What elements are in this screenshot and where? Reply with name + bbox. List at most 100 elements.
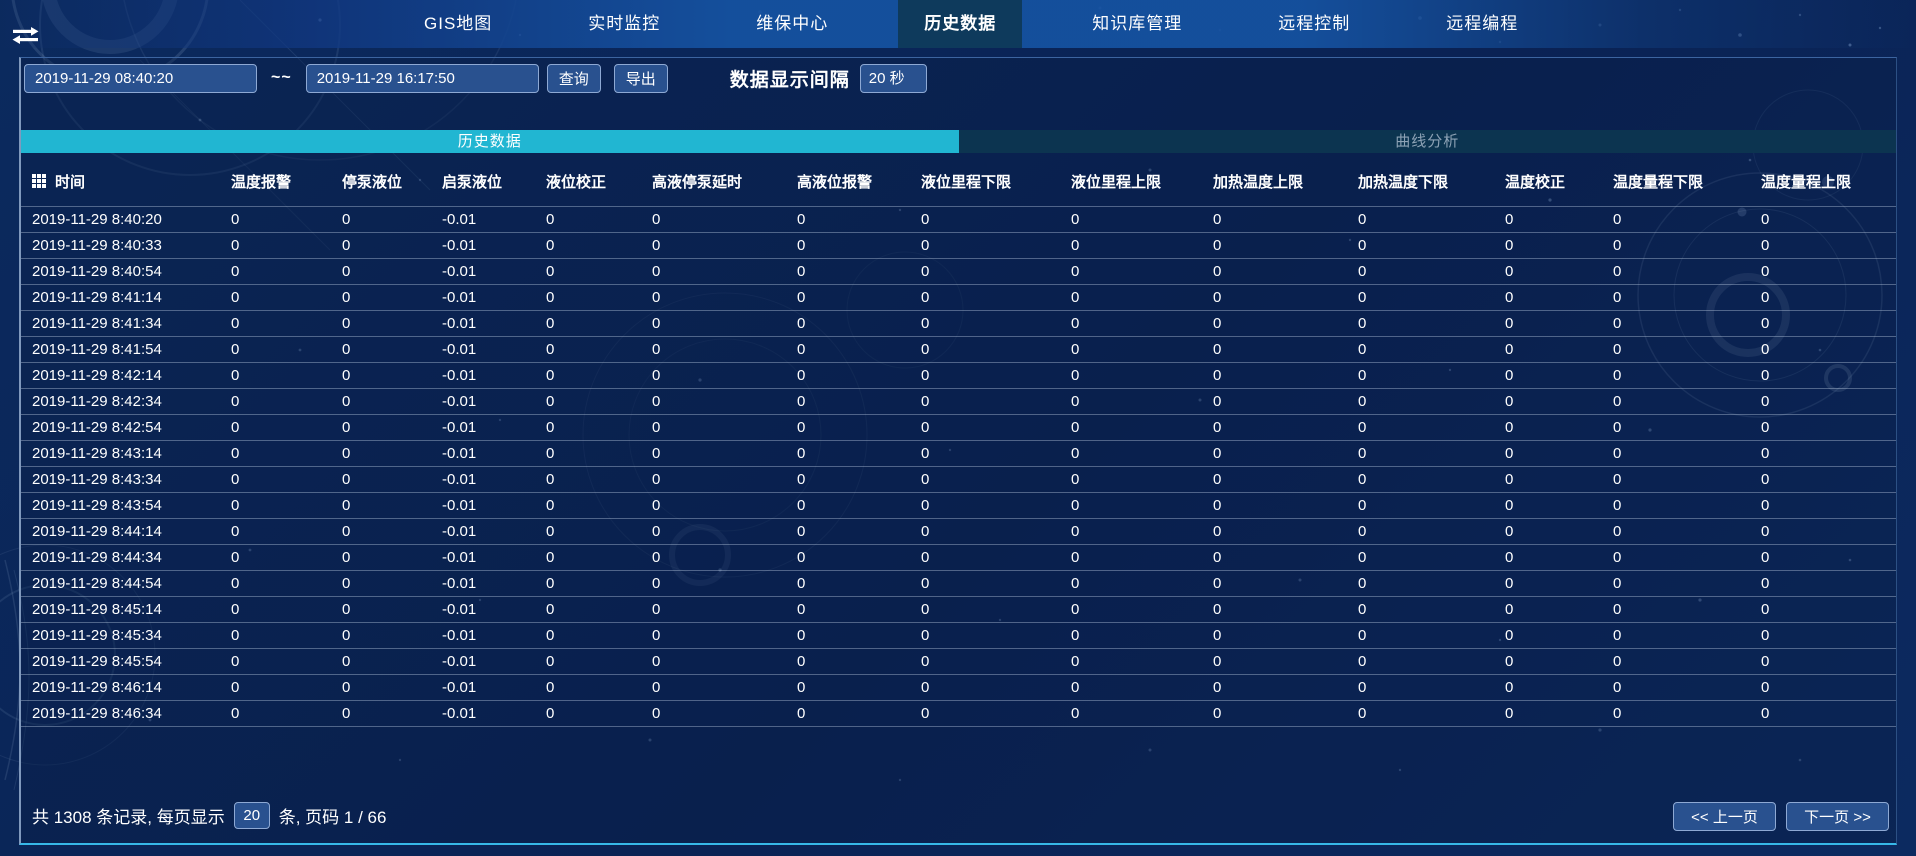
table-cell: 0: [227, 336, 338, 363]
nav-tab-2[interactable]: 维保中心: [756, 14, 829, 33]
nav-tab-4[interactable]: 知识库管理: [1092, 14, 1183, 33]
table-cell: 0: [542, 310, 648, 337]
table-cell: 0: [338, 258, 438, 285]
table-cell: 0: [793, 232, 917, 259]
page-size-input[interactable]: [233, 802, 270, 829]
table-cell: 0: [1757, 284, 1896, 311]
nav-tab-1[interactable]: 实时监控: [588, 14, 661, 33]
table-cell: 0: [1354, 700, 1501, 727]
column-header: 温度量程下限: [1609, 158, 1757, 207]
table-cell: 0: [1609, 492, 1757, 519]
nav-tab-5[interactable]: 远程控制: [1278, 14, 1351, 33]
table-cell: 0: [1209, 466, 1354, 493]
table-cell: 2019-11-29 8:46:34: [21, 700, 227, 727]
table-cell: 0: [1067, 674, 1209, 701]
table-cell: 0: [917, 362, 1067, 389]
column-header: 停泵液位: [338, 158, 438, 207]
table-cell: 0: [1209, 258, 1354, 285]
filter-bar: ~~ 查询 导出 数据显示间隔 20 秒: [24, 63, 927, 93]
table-row: 2019-11-29 8:41:14 0 0 -0.01 0 0 0 0 0 0 0 0 0 0: [21, 284, 1896, 311]
table-cell: 2019-11-29 8:45:14: [21, 596, 227, 623]
table-cell: 0: [1609, 310, 1757, 337]
table-cell: 0: [917, 284, 1067, 311]
table-cell: -0.01: [438, 310, 542, 337]
table-cell: 0: [1757, 232, 1896, 259]
tab-history-data[interactable]: 历史数据: [21, 130, 959, 153]
table-cell: 0: [1757, 622, 1896, 649]
export-button[interactable]: 导出: [613, 63, 668, 93]
table-cell: 0: [1209, 206, 1354, 233]
table-cell: 2019-11-29 8:40:20: [21, 206, 227, 233]
table-cell: 2019-11-29 8:46:14: [21, 674, 227, 701]
table-cell: 0: [648, 674, 793, 701]
table-cell: -0.01: [438, 284, 542, 311]
table-cell: 2019-11-29 8:41:34: [21, 310, 227, 337]
next-page-button[interactable]: 下一页 >>: [1786, 802, 1889, 831]
table-cell: -0.01: [438, 362, 542, 389]
grid-icon[interactable]: [32, 174, 46, 189]
table-cell: 2019-11-29 8:42:34: [21, 388, 227, 415]
table-cell: 0: [1209, 492, 1354, 519]
table-cell: 0: [1501, 544, 1609, 571]
table-cell: 0: [1609, 596, 1757, 623]
table-row: 2019-11-29 8:44:14 0 0 -0.01 0 0 0 0 0 0 0 0 0 0: [21, 518, 1896, 545]
table-cell: 0: [1501, 206, 1609, 233]
table-cell: 0: [1501, 492, 1609, 519]
prev-page-button[interactable]: << 上一页: [1673, 802, 1776, 831]
table-cell: -0.01: [438, 258, 542, 285]
table-cell: 0: [542, 466, 648, 493]
start-time-input[interactable]: [24, 63, 257, 93]
table-cell: 0: [1757, 336, 1896, 363]
table-row: 2019-11-29 8:43:14 0 0 -0.01 0 0 0 0 0 0 0 0 0 0: [21, 440, 1896, 467]
table-cell: -0.01: [438, 388, 542, 415]
table-cell: 0: [648, 336, 793, 363]
table-cell: 0: [1609, 544, 1757, 571]
sub-tabs: 历史数据 曲线分析: [21, 130, 1896, 153]
table-cell: 2019-11-29 8:42:14: [21, 362, 227, 389]
table-cell: 0: [1209, 544, 1354, 571]
table-cell: 0: [793, 206, 917, 233]
table-cell: 0: [1501, 466, 1609, 493]
nav-tab-6[interactable]: 远程编程: [1446, 14, 1519, 33]
table-cell: 0: [1209, 622, 1354, 649]
table-cell: 0: [1501, 570, 1609, 597]
table-cell: 0: [1354, 674, 1501, 701]
table-cell: 2019-11-29 8:44:54: [21, 570, 227, 597]
table-cell: 0: [1501, 232, 1609, 259]
table-cell: 0: [648, 544, 793, 571]
end-time-input[interactable]: [305, 63, 539, 93]
table-cell: 0: [1209, 674, 1354, 701]
table-cell: 0: [1067, 648, 1209, 675]
table-cell: 0: [542, 492, 648, 519]
nav-tabs: GIS地图 实时监控 维保中心 历史数据 知识库管理 远程控制 远程编程: [398, 0, 1544, 48]
query-button[interactable]: 查询: [546, 63, 601, 93]
table-cell: 0: [1209, 388, 1354, 415]
table-row: 2019-11-29 8:40:20 0 0 -0.01 0 0 0 0 0 0 0 0 0 0: [21, 206, 1896, 233]
column-header: 启泵液位: [438, 158, 542, 207]
table-cell: 0: [1501, 518, 1609, 545]
table-cell: 0: [338, 232, 438, 259]
table-cell: -0.01: [438, 336, 542, 363]
table-cell: 0: [1067, 544, 1209, 571]
table-cell: 0: [1609, 258, 1757, 285]
table-cell: 0: [1354, 570, 1501, 597]
table-cell: 0: [1757, 596, 1896, 623]
table-cell: -0.01: [438, 206, 542, 233]
swap-arrows-icon[interactable]: [12, 26, 39, 45]
nav-tab-0[interactable]: GIS地图: [424, 14, 493, 33]
table-row: 2019-11-29 8:45:54 0 0 -0.01 0 0 0 0 0 0 0 0 0 0: [21, 648, 1896, 675]
table-cell: 0: [227, 570, 338, 597]
interval-select[interactable]: 20 秒: [859, 63, 927, 93]
table-cell: 0: [1067, 258, 1209, 285]
records-text: 共 1308 条记录, 每页显示: [32, 808, 225, 827]
table-cell: 0: [1757, 414, 1896, 441]
tab-curve-analysis[interactable]: 曲线分析: [958, 130, 1896, 153]
table-cell: 0: [227, 700, 338, 727]
table-cell: 0: [338, 544, 438, 571]
table-cell: 0: [1609, 388, 1757, 415]
table-cell: 0: [917, 206, 1067, 233]
nav-tab-3[interactable]: 历史数据: [898, 0, 1023, 48]
table-cell: 0: [793, 674, 917, 701]
table-cell: 0: [1609, 674, 1757, 701]
table-cell: 0: [338, 414, 438, 441]
